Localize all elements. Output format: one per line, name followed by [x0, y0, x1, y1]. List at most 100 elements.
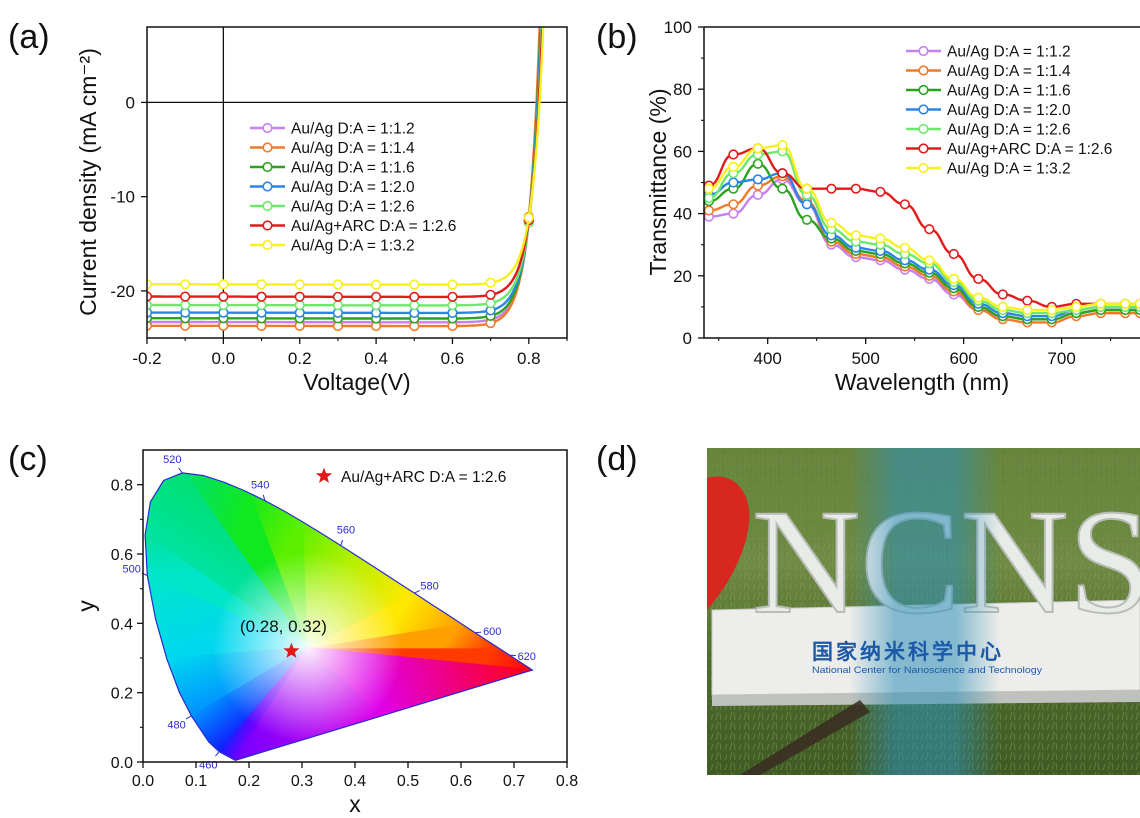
jv-series-line: [147, 29, 544, 299]
jv-legend-entry: Au/Ag D:A = 1:1.2: [291, 121, 415, 138]
jv-marker: [371, 291, 382, 302]
jv-marker: [409, 300, 420, 311]
jv-marker: [180, 291, 191, 302]
jv-marker: [523, 212, 534, 223]
transmittance-marker: [899, 199, 911, 210]
cie-x-tick-label: 0.3: [291, 773, 313, 790]
transmittance-marker: [997, 289, 1008, 300]
cie-wavelength-label: 500: [123, 564, 141, 576]
jv-marker: [294, 300, 305, 311]
panel-label-c: (c): [8, 440, 48, 478]
transmittance-marker: [973, 292, 984, 303]
panel-label-b: (b): [596, 18, 638, 56]
transmittance-legend-marker: [918, 104, 929, 115]
transmittance-x-tick-label: 400: [753, 349, 781, 368]
red-heart-shape: [707, 476, 750, 610]
transmittance-chart: 400 500 600 700 0 20 40 60 80 100 Au/Ag D:A = 1:1…: [645, 18, 1140, 395]
transmittance-marker: [1071, 301, 1082, 313]
jv-marker: [180, 279, 191, 290]
jv-marker: [447, 291, 458, 302]
jv-legend-marker: [262, 220, 273, 231]
jv-marker: [332, 300, 344, 311]
jv-legend: Au/Ag D:A = 1:1.2 Au/Ag D:A = 1:1.4 Au/Ag …: [250, 121, 456, 255]
sign-chinese-text: 国家纳米科学中心: [812, 640, 1004, 664]
transmittance-marker: [704, 192, 714, 204]
transmittance-y-tick-label: 100: [664, 18, 692, 37]
transmittance-marker: [777, 140, 788, 151]
cie-x-tick-label: 0.1: [185, 773, 207, 790]
jv-marker: [371, 279, 382, 290]
jv-marker: [447, 300, 458, 311]
jv-marker: [147, 299, 153, 311]
cie-wavelength-label: 600: [483, 626, 501, 638]
transmittance-marker: [801, 214, 813, 225]
jv-series-line: [147, 30, 542, 324]
jv-series-line: [147, 27, 545, 286]
jv-series-line: [147, 27, 543, 315]
transmittance-marker: [1134, 298, 1140, 309]
jv-marker: [147, 307, 153, 318]
cie-y-tick-label: 0.8: [111, 478, 133, 495]
cie-x-tick-label: 0.2: [238, 773, 260, 790]
transmittance-marker: [948, 248, 959, 260]
jv-marker: [147, 320, 153, 331]
device-photo: NCNS 国家纳米科学中心 National Center for Nanosc…: [707, 448, 1140, 775]
transmittance-legend-marker: [918, 143, 929, 154]
transmittance-marker: [728, 177, 739, 188]
jv-y-axis-label: Current density (mA cm⁻²): [75, 48, 101, 316]
semitransparent-device-shade: [850, 448, 1000, 775]
jv-marker: [256, 279, 267, 290]
jv-legend-marker: [262, 122, 273, 134]
transmittance-marker: [777, 168, 788, 179]
transmittance-marker: [728, 199, 739, 210]
transmittance-legend-entry: Au/Ag D:A = 1:1.4: [947, 63, 1071, 80]
transmittance-y-tick-label: 40: [673, 205, 692, 224]
transmittance-marker: [875, 186, 886, 197]
transmittance-marker: [752, 174, 764, 185]
transmittance-marker: [924, 224, 935, 235]
jv-legend-entry: Au/Ag D:A = 1:1.4: [291, 140, 415, 157]
transmittance-legend-marker: [918, 65, 929, 76]
jv-marker: [485, 289, 496, 300]
cie-x-tick-label: 0.0: [132, 773, 154, 790]
cie-x-tick-label: 0.7: [503, 773, 525, 790]
transmittance-marker: [1120, 298, 1131, 309]
jv-x-tick-label: -0.2: [132, 349, 161, 368]
transmittance-legend-entry: Au/Ag+ARC D:A = 1:2.6: [947, 141, 1112, 158]
cie-legend-star: [315, 467, 333, 483]
jv-x-tick-label: 0.6: [441, 349, 465, 368]
transmittance-marker: [826, 183, 837, 194]
transmittance-legend-marker: [918, 84, 929, 96]
cie-y-tick-label: 0.2: [111, 686, 133, 703]
jv-series-line: [147, 31, 542, 320]
jv-legend-marker: [262, 200, 273, 212]
transmittance-marker: [704, 183, 714, 194]
transmittance-legend-marker: [918, 123, 929, 135]
jv-marker: [447, 279, 458, 290]
cie-wavelength-label: 480: [167, 720, 185, 732]
jv-legend-marker: [262, 142, 273, 153]
jv-marker: [218, 300, 229, 311]
cie-legend-entry: Au/Ag+ARC D:A = 1:2.6: [341, 469, 506, 486]
cie-y-tick-label: 0.0: [111, 755, 133, 772]
transmittance-x-tick-label: 600: [949, 349, 977, 368]
transmittance-x-tick-label: 700: [1047, 349, 1075, 368]
transmittance-marker: [801, 199, 813, 210]
jv-legend-marker: [262, 161, 273, 173]
jv-marker: [371, 300, 382, 311]
transmittance-legend: Au/Ag D:A = 1:1.2 Au/Ag D:A = 1:1.4 Au/Ag …: [906, 44, 1112, 178]
cie-point-star: [283, 642, 300, 658]
cie-point-annotation: (0.28, 0.32): [240, 617, 327, 636]
jv-series-line: [147, 27, 543, 307]
transmittance-marker: [1046, 304, 1057, 316]
transmittance-series-line: [708, 162, 1140, 321]
transmittance-marker: [752, 158, 764, 169]
panel-label-d: (d): [596, 440, 638, 478]
sign-english-text: National Center for Nanoscience and Tech…: [812, 665, 1042, 676]
transmittance-marker: [997, 301, 1008, 313]
transmittance-series-line: [708, 171, 1140, 318]
panel-label-a: (a): [8, 18, 50, 56]
transmittance-marker: [850, 183, 862, 194]
transmittance-legend-entry: Au/Ag D:A = 1:3.2: [947, 161, 1071, 178]
jv-marker: [409, 291, 420, 303]
